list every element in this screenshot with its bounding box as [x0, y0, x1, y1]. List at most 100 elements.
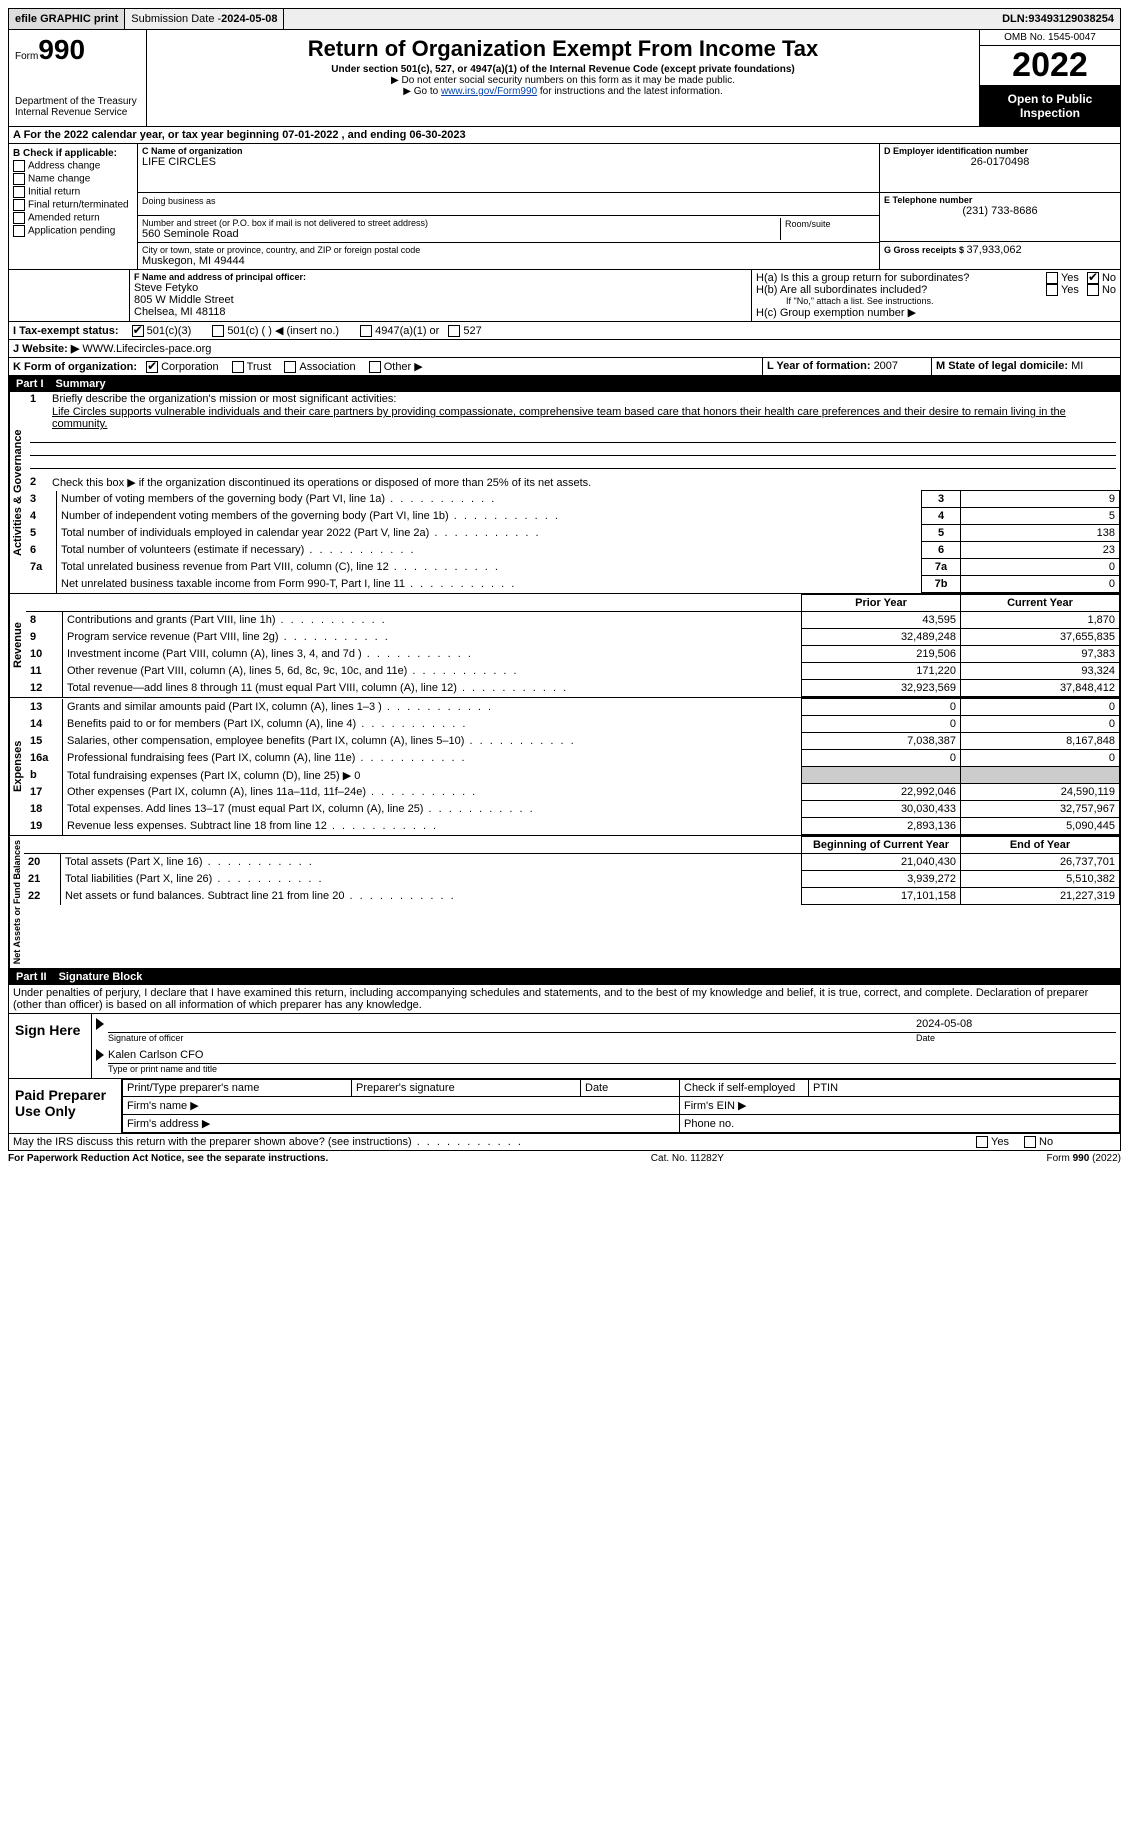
- omb-number: OMB No. 1545-0047: [980, 30, 1120, 46]
- sig-date-label: Date: [916, 1033, 1116, 1043]
- part2-header: Part II Signature Block: [8, 969, 1121, 985]
- form-header: Form990 Department of the Treasury Inter…: [8, 30, 1121, 127]
- vtab-rev: Revenue: [9, 594, 26, 697]
- cb-assoc[interactable]: [284, 361, 296, 373]
- dept-treasury: Department of the Treasury Internal Reve…: [15, 96, 140, 118]
- line-a: A For the 2022 calendar year, or tax yea…: [8, 127, 1121, 144]
- ha-no[interactable]: [1087, 272, 1099, 284]
- form-ref: Form 990 (2022): [1047, 1153, 1121, 1164]
- pp-date-label: Date: [581, 1080, 680, 1097]
- exp-table: 13 Grants and similar amounts paid (Part…: [26, 698, 1120, 835]
- city-state-zip: Muskegon, MI 49444: [142, 255, 875, 267]
- i-label: I Tax-exempt status:: [13, 325, 119, 337]
- cb-amended-return[interactable]: Amended return: [13, 212, 133, 224]
- f-label: F Name and address of principal officer:: [134, 272, 747, 282]
- vtab-exp: Expenses: [9, 698, 26, 835]
- cb-trust[interactable]: [232, 361, 244, 373]
- form-title: Return of Organization Exempt From Incom…: [153, 36, 973, 62]
- ha-label: H(a) Is this a group return for subordin…: [756, 272, 1046, 284]
- vtab-na: Net Assets or Fund Balances: [9, 836, 24, 968]
- dln: DLN: 93493129038254: [996, 9, 1120, 29]
- cb-4947[interactable]: [360, 325, 372, 337]
- na-wrap: Net Assets or Fund Balances Beginning of…: [8, 836, 1121, 969]
- note-ssn: ▶ Do not enter social security numbers o…: [153, 75, 973, 86]
- cb-corp[interactable]: [146, 361, 158, 373]
- preparer-table: Print/Type preparer's name Preparer's si…: [122, 1079, 1120, 1133]
- l1-label: Briefly describe the organization's miss…: [52, 393, 1116, 405]
- cb-initial-return[interactable]: Initial return: [13, 186, 133, 198]
- addr-label: Number and street (or P.O. box if mail i…: [142, 218, 780, 228]
- line-a-text: A For the 2022 calendar year, or tax yea…: [9, 127, 470, 143]
- discuss-no[interactable]: [1024, 1136, 1036, 1148]
- col-deg: D Employer identification number 26-0170…: [879, 144, 1120, 269]
- org-name: LIFE CIRCLES: [142, 156, 875, 168]
- top-bar: efile GRAPHIC print Submission Date - 20…: [8, 8, 1121, 30]
- firm-phone-label: Phone no.: [680, 1115, 1120, 1133]
- may-discuss-row: May the IRS discuss this return with the…: [8, 1134, 1121, 1151]
- street-address: 560 Seminole Road: [142, 228, 780, 240]
- discuss-yes[interactable]: [976, 1136, 988, 1148]
- exp-wrap: Expenses 13 Grants and similar amounts p…: [8, 698, 1121, 836]
- hb-no[interactable]: [1087, 284, 1099, 296]
- m-label: M State of legal domicile:: [936, 360, 1071, 372]
- cat-no: Cat. No. 11282Y: [651, 1153, 724, 1164]
- hb-label: H(b) Are all subordinates included?: [756, 284, 1046, 296]
- may-discuss-text: May the IRS discuss this return with the…: [13, 1136, 412, 1148]
- section-j: J Website: ▶ WWW.Lifecircles-pace.org: [8, 340, 1121, 358]
- irs-link[interactable]: www.irs.gov/Form990: [441, 86, 537, 97]
- year-formation: 2007: [874, 360, 898, 372]
- part1-title: Summary: [56, 378, 106, 390]
- part1-body: Activities & Governance 1Briefly describ…: [8, 392, 1121, 594]
- pp-name-label: Print/Type preparer's name: [123, 1080, 352, 1097]
- form-subtitle: Under section 501(c), 527, or 4947(a)(1)…: [153, 64, 973, 75]
- rev-wrap: Revenue Prior YearCurrent Year8 Contribu…: [8, 594, 1121, 698]
- sign-here-block: Sign Here 2024-05-08 Signature of office…: [8, 1014, 1121, 1079]
- arrow-icon: [96, 1049, 104, 1061]
- state-domicile: MI: [1071, 360, 1083, 372]
- section-i: I Tax-exempt status: 501(c)(3) 501(c) ( …: [8, 322, 1121, 340]
- rev-table: Prior YearCurrent Year8 Contributions an…: [26, 594, 1120, 697]
- cb-527[interactable]: [448, 325, 460, 337]
- col-c: C Name of organization LIFE CIRCLES Doin…: [138, 144, 879, 269]
- col-b-hdr: B Check if applicable:: [13, 148, 133, 159]
- sig-officer-label: Signature of officer: [108, 1033, 916, 1043]
- k-label: K Form of organization:: [13, 361, 137, 373]
- phone: (231) 733-8686: [884, 205, 1116, 217]
- ein: 26-0170498: [884, 156, 1116, 168]
- website: WWW.Lifecircles-pace.org: [82, 343, 211, 355]
- arrow-icon: [96, 1018, 104, 1030]
- cb-name-change[interactable]: Name change: [13, 173, 133, 185]
- page-footer: For Paperwork Reduction Act Notice, see …: [8, 1151, 1121, 1164]
- open-to-public: Open to Public Inspection: [980, 86, 1120, 126]
- printed-name-label: Type or print name and title: [108, 1064, 1116, 1074]
- cb-501c[interactable]: [212, 325, 224, 337]
- header-mid: Return of Organization Exempt From Incom…: [147, 30, 979, 126]
- sign-here-label: Sign Here: [9, 1014, 92, 1078]
- l2-text: Check this box ▶ if the organization dis…: [52, 476, 1116, 489]
- section-klm: K Form of organization: Corporation Trus…: [8, 358, 1121, 376]
- room-label: Room/suite: [785, 219, 831, 229]
- part2-title: Signature Block: [59, 971, 143, 983]
- declaration: Under penalties of perjury, I declare th…: [8, 985, 1121, 1014]
- cb-final-return[interactable]: Final return/terminated: [13, 199, 133, 211]
- paid-preparer-label: Paid Preparer Use Only: [9, 1079, 122, 1133]
- cb-other[interactable]: [369, 361, 381, 373]
- pp-sig-label: Preparer's signature: [352, 1080, 581, 1097]
- c-label: C Name of organization: [142, 146, 875, 156]
- cb-501c3[interactable]: [132, 325, 144, 337]
- e-label: E Telephone number: [884, 195, 1116, 205]
- tax-year: 2022: [980, 46, 1120, 86]
- header-right: OMB No. 1545-0047 2022 Open to Public In…: [979, 30, 1120, 126]
- cb-application-pending[interactable]: Application pending: [13, 225, 133, 237]
- section-fh: F Name and address of principal officer:…: [8, 270, 1121, 322]
- cb-address-change[interactable]: Address change: [13, 160, 133, 172]
- city-label: City or town, state or province, country…: [142, 245, 875, 255]
- topbar-spacer: [284, 9, 996, 29]
- part2-label: Part II: [16, 971, 47, 983]
- efile-print-button[interactable]: efile GRAPHIC print: [9, 9, 125, 29]
- vtab-ag: Activities & Governance: [9, 392, 26, 593]
- hb-yes[interactable]: [1046, 284, 1058, 296]
- mission-text: Life Circles supports vulnerable individ…: [26, 406, 1120, 430]
- ha-yes[interactable]: [1046, 272, 1058, 284]
- hc-label: H(c) Group exemption number ▶: [756, 306, 1116, 319]
